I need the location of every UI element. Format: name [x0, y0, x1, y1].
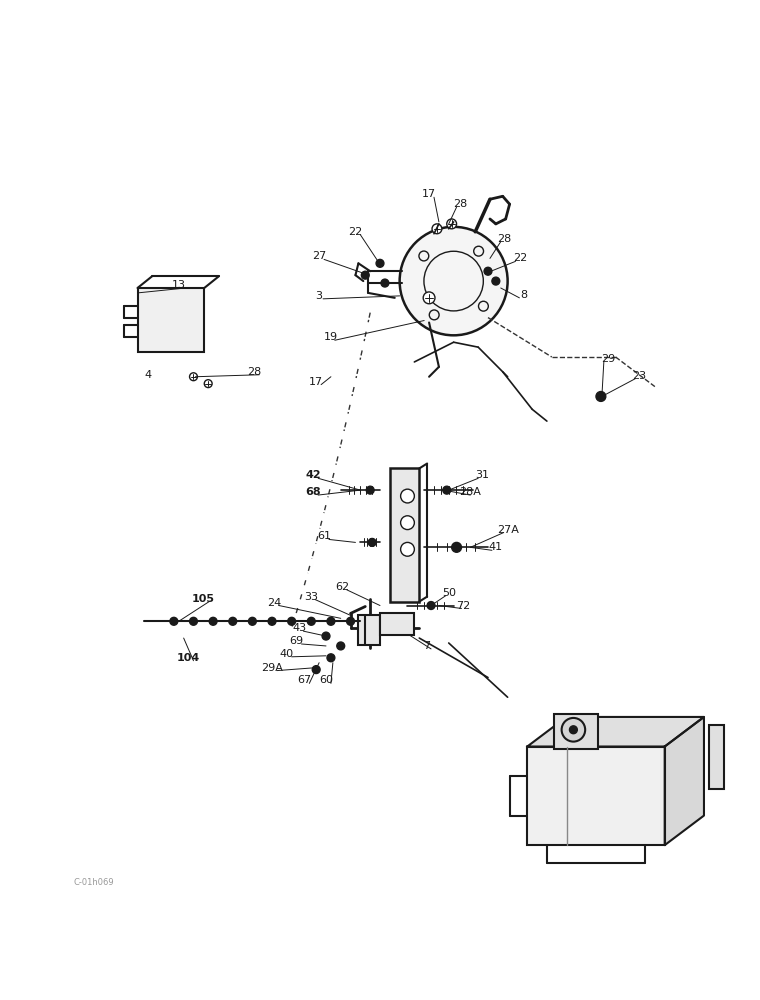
- Text: C-01h069: C-01h069: [74, 878, 114, 887]
- Text: 3: 3: [315, 291, 323, 301]
- Circle shape: [492, 277, 500, 285]
- Polygon shape: [527, 717, 704, 747]
- Text: 28: 28: [454, 199, 467, 209]
- Text: 105: 105: [192, 594, 215, 604]
- Bar: [709, 725, 724, 789]
- Text: 61: 61: [317, 531, 331, 541]
- Bar: [380, 613, 414, 635]
- Polygon shape: [665, 717, 704, 845]
- Text: 50: 50: [442, 588, 456, 598]
- Circle shape: [327, 654, 335, 662]
- Text: 28A: 28A: [459, 487, 481, 497]
- Text: 17: 17: [309, 377, 323, 387]
- Circle shape: [596, 392, 606, 401]
- Circle shape: [451, 542, 461, 552]
- Circle shape: [562, 718, 585, 742]
- Circle shape: [376, 259, 384, 267]
- Circle shape: [204, 380, 212, 388]
- Bar: [359, 615, 380, 645]
- Circle shape: [400, 227, 508, 335]
- Text: 43: 43: [293, 623, 306, 633]
- Text: 29: 29: [602, 354, 616, 364]
- Bar: [390, 468, 420, 602]
- Circle shape: [170, 617, 178, 625]
- Text: 29A: 29A: [261, 663, 283, 673]
- Circle shape: [401, 489, 414, 503]
- Text: 13: 13: [172, 280, 185, 290]
- Text: 4: 4: [144, 370, 152, 380]
- Text: 28: 28: [498, 234, 511, 244]
- Circle shape: [327, 617, 335, 625]
- Text: 31: 31: [475, 470, 489, 480]
- Circle shape: [288, 617, 296, 625]
- Text: 40: 40: [280, 649, 294, 659]
- Text: 23: 23: [632, 371, 646, 381]
- Circle shape: [423, 292, 435, 304]
- Circle shape: [401, 516, 414, 530]
- Text: 67: 67: [297, 675, 312, 685]
- Text: 72: 72: [456, 601, 470, 611]
- Text: 8: 8: [520, 290, 527, 300]
- Text: 7: 7: [423, 641, 431, 651]
- Circle shape: [447, 219, 457, 229]
- Circle shape: [366, 486, 374, 494]
- Circle shape: [427, 602, 435, 609]
- Circle shape: [443, 486, 451, 494]
- Text: 27A: 27A: [497, 525, 518, 535]
- Circle shape: [361, 271, 369, 279]
- Text: 104: 104: [177, 653, 200, 663]
- Circle shape: [432, 224, 442, 234]
- Circle shape: [381, 279, 389, 287]
- Circle shape: [322, 632, 330, 640]
- Text: 24: 24: [267, 598, 281, 608]
- Circle shape: [189, 617, 198, 625]
- Circle shape: [347, 617, 354, 625]
- Circle shape: [249, 617, 256, 625]
- Text: 62: 62: [336, 582, 350, 592]
- Text: 68: 68: [306, 487, 321, 497]
- Circle shape: [569, 726, 578, 734]
- Circle shape: [368, 538, 376, 546]
- Text: 60: 60: [319, 675, 333, 685]
- Circle shape: [268, 617, 276, 625]
- Text: 27: 27: [312, 251, 326, 261]
- Text: 41: 41: [489, 542, 503, 552]
- Circle shape: [312, 666, 320, 674]
- Text: 19: 19: [324, 332, 338, 342]
- Text: 22: 22: [348, 227, 363, 237]
- Text: 69: 69: [290, 636, 303, 646]
- Circle shape: [189, 373, 198, 381]
- Bar: [527, 747, 665, 845]
- Circle shape: [337, 642, 344, 650]
- Text: 28: 28: [247, 367, 261, 377]
- Text: 33: 33: [304, 592, 318, 602]
- Circle shape: [484, 267, 492, 275]
- Circle shape: [401, 542, 414, 556]
- Bar: [138, 288, 204, 352]
- Bar: [554, 714, 598, 748]
- Text: 42: 42: [306, 470, 321, 480]
- Circle shape: [209, 617, 217, 625]
- Text: 22: 22: [513, 253, 527, 263]
- Text: 17: 17: [422, 189, 436, 199]
- Circle shape: [307, 617, 315, 625]
- Circle shape: [229, 617, 236, 625]
